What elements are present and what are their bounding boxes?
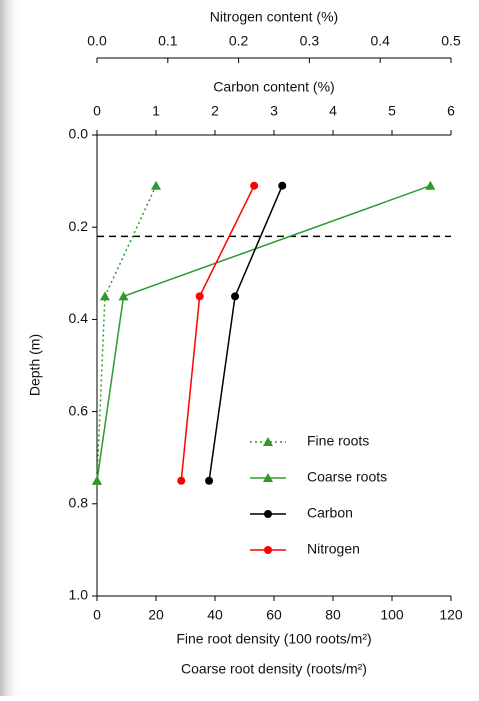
x3-tick-label: 0.3 bbox=[300, 33, 320, 49]
x-axis-title: Fine root density (100 roots/m²) bbox=[176, 631, 371, 647]
x-tick-label: 0 bbox=[93, 607, 101, 623]
series-line bbox=[208, 185, 283, 481]
data-point bbox=[205, 476, 214, 485]
x3-tick-label: 0.0 bbox=[87, 33, 107, 49]
y-tick-label: 1.0 bbox=[69, 587, 89, 603]
x3-tick-label: 0.4 bbox=[370, 33, 390, 49]
data-point bbox=[118, 291, 129, 301]
x2-axis-title: Carbon content (%) bbox=[213, 79, 334, 95]
legend-label: Nitrogen bbox=[307, 541, 360, 557]
x-tick-label: 20 bbox=[148, 607, 164, 623]
x-tick-label: 100 bbox=[380, 607, 404, 623]
x2-tick-label: 4 bbox=[329, 103, 337, 119]
x-tick-label: 120 bbox=[439, 607, 463, 623]
x2-tick-label: 1 bbox=[152, 103, 160, 119]
x-tick-label: 60 bbox=[266, 607, 282, 623]
legend-marker bbox=[263, 437, 273, 446]
legend-marker bbox=[264, 546, 272, 554]
y-axis-title: Depth (m) bbox=[27, 334, 43, 396]
legend-label: Carbon bbox=[307, 505, 353, 521]
background-edge bbox=[0, 0, 22, 696]
y-tick-label: 0.0 bbox=[69, 126, 89, 142]
data-point bbox=[250, 181, 259, 190]
data-point bbox=[425, 180, 436, 190]
data-point bbox=[99, 291, 110, 301]
x2-tick-label: 0 bbox=[93, 103, 101, 119]
data-point bbox=[151, 180, 161, 190]
data-point bbox=[177, 476, 186, 485]
legend-label: Fine roots bbox=[307, 433, 369, 449]
x-axis-title-2: Coarse root density (roots/m²) bbox=[181, 661, 367, 677]
data-point bbox=[92, 475, 102, 485]
x2-tick-label: 2 bbox=[211, 103, 219, 119]
legend-marker bbox=[263, 473, 273, 482]
y-tick-label: 0.4 bbox=[69, 310, 89, 326]
legend-label: Coarse roots bbox=[307, 469, 387, 485]
x2-tick-label: 6 bbox=[447, 103, 455, 119]
data-point bbox=[195, 292, 204, 301]
series-line bbox=[96, 185, 157, 481]
y-tick-label: 0.2 bbox=[69, 218, 89, 234]
x2-tick-label: 5 bbox=[388, 103, 396, 119]
x2-tick-label: 3 bbox=[270, 103, 278, 119]
data-point bbox=[278, 181, 287, 190]
x-tick-label: 40 bbox=[207, 607, 223, 623]
x3-tick-label: 0.2 bbox=[229, 33, 249, 49]
x3-tick-label: 0.1 bbox=[158, 33, 178, 49]
x3-axis-title: Nitrogen content (%) bbox=[210, 9, 338, 25]
x-tick-label: 80 bbox=[325, 607, 341, 623]
y-tick-label: 0.6 bbox=[69, 402, 89, 418]
data-point bbox=[231, 292, 240, 301]
legend-marker bbox=[264, 510, 272, 518]
series-line bbox=[180, 185, 255, 481]
x3-tick-label: 0.5 bbox=[441, 33, 461, 49]
y-tick-label: 0.8 bbox=[69, 495, 89, 511]
